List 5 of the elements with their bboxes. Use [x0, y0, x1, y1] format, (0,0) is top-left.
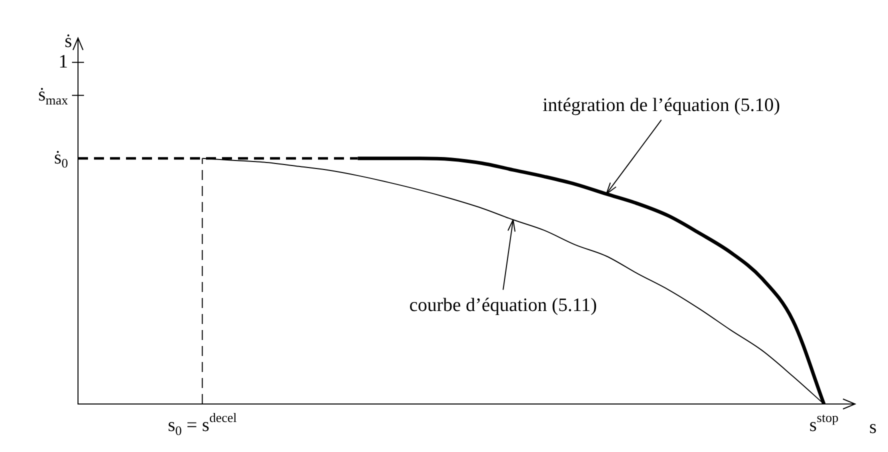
text: ṡ: [64, 30, 72, 52]
text: 1: [58, 51, 68, 72]
x-axis-title: s: [869, 416, 877, 438]
annotation: courbe d’équation (5.11): [409, 294, 597, 316]
text: intégration de l’équation (5.10): [542, 94, 780, 116]
